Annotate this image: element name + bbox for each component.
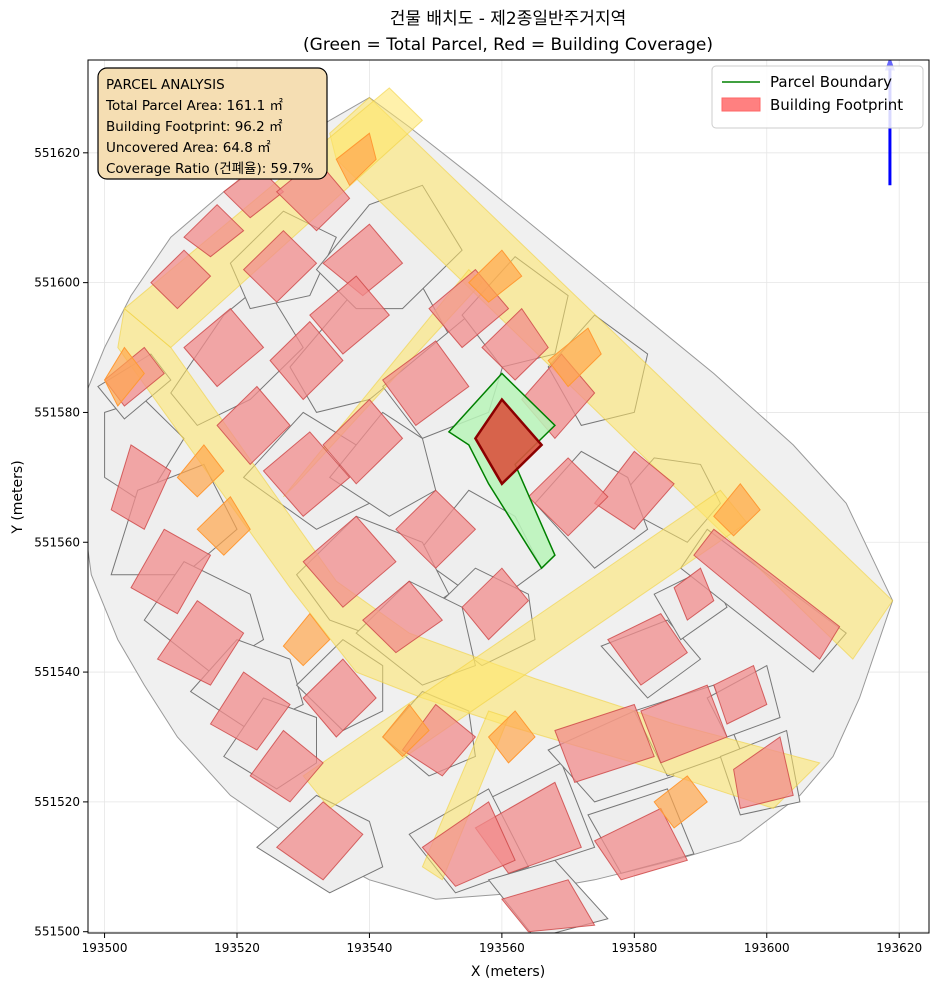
building-footprint-39 — [673, 567, 715, 621]
annotation-line-3: Building Footprint: 96.2 ㎡ — [106, 119, 283, 135]
x-axis-ticks: 193500 193520 193540 193560 193580 193600 1936… — [82, 933, 922, 955]
y-tick-label-3: 551560 — [34, 535, 80, 549]
overlap-area-7 — [382, 703, 430, 758]
building-footprint-34 — [554, 703, 655, 784]
building-footprint-25 — [209, 671, 291, 751]
building-footprint-10 — [382, 340, 470, 427]
building-footprint-31 — [421, 801, 516, 887]
overlap-area-4 — [176, 444, 225, 498]
overlap-area-3 — [104, 346, 145, 407]
building-footprint-33 — [593, 807, 689, 881]
building-footprint-24 — [156, 600, 245, 686]
building-footprint-17 — [322, 398, 404, 485]
building-footprint-0 — [150, 249, 212, 310]
legend-background — [711, 65, 924, 129]
annotation-box: PARCEL ANALYSIS Total Parcel Area: 161.1… — [97, 67, 328, 180]
overlap-area-8 — [487, 710, 536, 764]
x-tick-label-1: 193520 — [214, 941, 260, 955]
overlap-area-1 — [468, 249, 523, 303]
y-axis-label: Y (meters) — [10, 460, 26, 534]
building-footprint-29 — [401, 703, 477, 777]
building-footprint-35 — [640, 684, 728, 764]
building-footprint-28 — [275, 801, 364, 881]
y-tick-label-4: 551580 — [34, 405, 80, 419]
building-footprint-12 — [481, 307, 549, 381]
annotation-background — [97, 67, 328, 180]
target-building — [473, 397, 544, 486]
y-axis-ticks: 551500 551520 551540 551560 551580 551600 5516… — [34, 146, 88, 939]
building-footprint-32 — [501, 879, 596, 933]
map-layers — [88, 60, 895, 933]
chart-subtitle: (Green = Total Parcel, Red = Building Co… — [303, 35, 713, 55]
x-tick-label-0: 193500 — [82, 941, 128, 955]
legend-parcel-label: Parcel Boundary — [770, 73, 892, 91]
building-footprint-16 — [395, 489, 477, 569]
y-tick-label-2: 551540 — [34, 665, 80, 679]
overlap-area-6 — [282, 612, 331, 667]
y-tick-label-1: 551520 — [34, 795, 80, 809]
overlap-area-2 — [547, 327, 602, 388]
building-footprint-18 — [262, 431, 351, 517]
x-tick-label-3: 193560 — [479, 941, 525, 955]
building-footprint-9 — [309, 275, 391, 355]
building-footprint-26 — [249, 729, 324, 803]
building-footprint-6 — [183, 307, 265, 388]
plot-frame — [87, 59, 930, 934]
building-footprint-38 — [713, 664, 768, 725]
x-tick-label-2: 193540 — [347, 941, 393, 955]
y-tick-label-6: 551620 — [34, 146, 80, 160]
annotation-line-1: PARCEL ANALYSIS — [106, 77, 225, 93]
annotation-line-5: Coverage Ratio (건폐율): 59.7% — [106, 161, 314, 177]
x-tick-label-5: 193600 — [744, 941, 790, 955]
building-footprint-15 — [527, 457, 609, 537]
overlap-areas — [104, 132, 761, 829]
y-tick-label-5: 551600 — [34, 276, 80, 290]
building-footprint-36 — [733, 736, 794, 810]
building-footprint-23 — [130, 528, 212, 615]
overlap-area-0 — [335, 132, 377, 187]
annotation-line-4: Uncovered Area: 64.8 ㎡ — [106, 140, 271, 156]
building-footprint-7 — [216, 385, 291, 466]
overlap-area-5 — [196, 496, 251, 556]
building-footprint-8 — [269, 320, 344, 401]
overlap-area-10 — [713, 482, 761, 537]
x-tick-label-4: 193580 — [611, 941, 657, 955]
building-footprint-37 — [607, 613, 688, 686]
building-footprint-22 — [110, 444, 172, 531]
building-footprint-21 — [461, 567, 530, 641]
building-footprint-40 — [693, 528, 841, 660]
chart-title: 건물 배치도 - 제2종일반주거지역 — [390, 9, 626, 29]
y-tick-label-0: 551500 — [34, 925, 80, 939]
legend: Parcel Boundary Building Footprint — [711, 65, 924, 129]
x-axis-label: X (meters) — [471, 964, 545, 980]
overlap-area-9 — [653, 775, 708, 829]
building-footprint-14 — [593, 450, 675, 530]
annotation-line-2: Total Parcel Area: 161.1 ㎡ — [105, 98, 283, 114]
legend-building-patch-icon — [721, 97, 761, 112]
building-footprint-27 — [302, 658, 377, 738]
building-footprint-5 — [242, 230, 318, 303]
building-footprint-1 — [183, 203, 245, 258]
building-footprint-19 — [302, 515, 397, 608]
building-footprint-20 — [362, 580, 444, 654]
x-tick-label-6: 193620 — [876, 941, 922, 955]
legend-building-label: Building Footprint — [770, 96, 903, 114]
